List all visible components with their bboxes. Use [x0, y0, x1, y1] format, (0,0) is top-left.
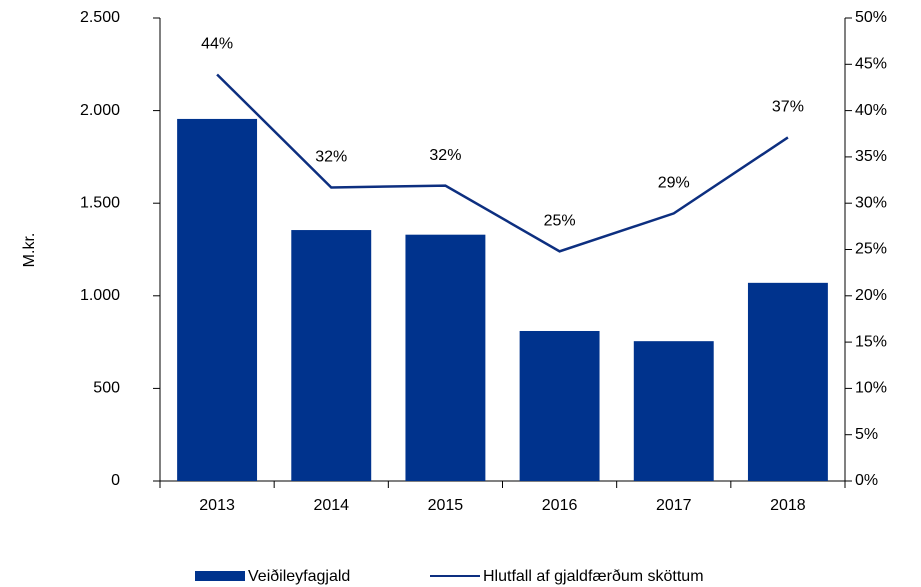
y2-tick-label: 50% — [855, 9, 887, 26]
legend-label: Hlutfall af gjaldfærðum sköttum — [483, 568, 704, 585]
legend-swatch — [195, 571, 245, 581]
bar — [405, 234, 486, 481]
x-tick-label: 2018 — [770, 497, 806, 514]
y-tick-label: 0 — [111, 472, 120, 489]
y2-tick-label: 30% — [855, 194, 887, 211]
data-label: 32% — [315, 149, 347, 166]
x-tick-label: 2017 — [656, 497, 692, 514]
bar — [747, 282, 828, 481]
y-tick-label: 500 — [93, 380, 120, 397]
x-tick-label: 2016 — [542, 497, 578, 514]
y2-tick-label: 20% — [855, 287, 887, 304]
y-tick-label: 2.000 — [80, 102, 120, 119]
y2-tick-label: 5% — [855, 426, 878, 443]
legend-label: Veiðileyfagjald — [248, 568, 350, 585]
y2-tick-label: 45% — [855, 56, 887, 73]
y2-tick-label: 40% — [855, 102, 887, 119]
y2-tick-label: 10% — [855, 380, 887, 397]
data-label: 32% — [429, 147, 461, 164]
y2-tick-label: 25% — [855, 241, 887, 258]
bar — [177, 118, 258, 482]
data-label: 25% — [544, 213, 576, 230]
x-tick-label: 2013 — [199, 497, 235, 514]
bar — [633, 341, 714, 481]
bar — [519, 330, 600, 481]
y2-tick-label: 15% — [855, 333, 887, 350]
data-label: 29% — [658, 175, 690, 192]
data-label: 37% — [772, 99, 804, 116]
x-tick-label: 2014 — [313, 497, 349, 514]
y-tick-label: 2.500 — [80, 9, 120, 26]
x-tick-label: 2015 — [428, 497, 464, 514]
line — [216, 73, 789, 253]
y-tick-label: 1.000 — [80, 287, 120, 304]
bar — [291, 230, 372, 481]
y-axis-label: M.kr. — [21, 233, 38, 268]
y2-tick-label: 35% — [855, 148, 887, 165]
y2-tick-label: 0% — [855, 472, 878, 489]
data-label: 44% — [201, 36, 233, 53]
y-tick-label: 1.500 — [80, 194, 120, 211]
